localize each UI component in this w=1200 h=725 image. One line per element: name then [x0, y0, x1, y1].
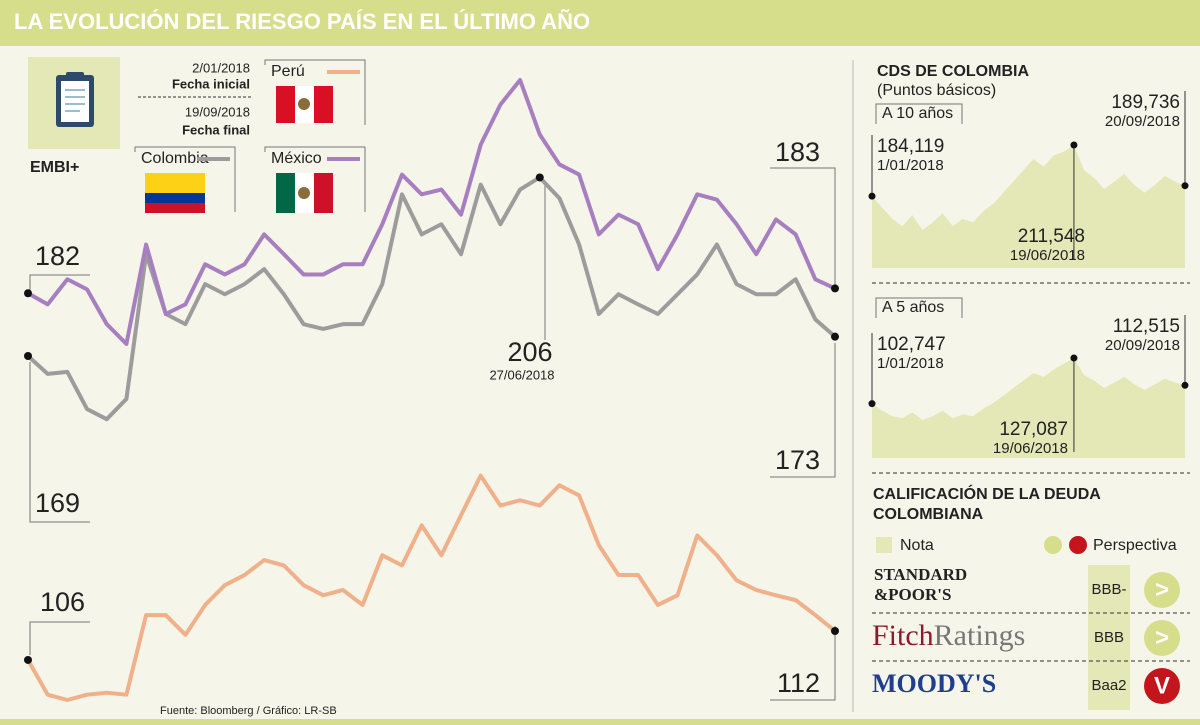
annotation: 27/06/2018 — [489, 367, 554, 382]
start-label: Fecha inicial — [172, 76, 250, 91]
legend-label: México — [271, 150, 322, 167]
series-line — [26, 175, 837, 422]
flag-colombia — [145, 173, 205, 213]
ratings-title: CALIFICACIÓN DE LA DEUDA — [873, 484, 1101, 503]
index-name: EMBI+ — [30, 159, 79, 176]
panel-title: A 10 años — [882, 105, 953, 122]
clipboard-lines — [65, 89, 85, 112]
date-label: 1/01/2018 — [877, 355, 944, 372]
area — [872, 358, 1185, 458]
outlook: V — [1154, 672, 1170, 699]
agency-name: STANDARD — [874, 565, 967, 584]
box-bracket — [875, 297, 963, 318]
point-marker — [868, 400, 876, 408]
data-label: 102,747 — [877, 334, 946, 355]
note-column — [1088, 565, 1130, 710]
legend-box — [264, 59, 366, 125]
outlook-legend-dot — [1069, 536, 1087, 554]
data-label: 112,515 — [1113, 316, 1180, 337]
legend-box — [134, 146, 236, 212]
rating: Baa2 — [1091, 677, 1126, 694]
data-label: 182 — [35, 241, 80, 271]
outlook-dot — [1144, 668, 1180, 704]
outlook: > — [1155, 576, 1169, 603]
agency-name: &POOR'S — [874, 585, 951, 604]
outlook-dot — [1144, 572, 1180, 608]
ratings-title: COLOMBIANA — [873, 506, 984, 523]
source: Fuente: Bloomberg / Gráfico: LR-SB — [160, 705, 337, 717]
annotation-leaders — [29, 167, 836, 701]
clipboard-clip — [66, 72, 84, 79]
title-bar — [0, 0, 1200, 46]
data-label: 112 — [777, 668, 820, 698]
point-marker — [24, 351, 32, 360]
date-label: 19/06/2018 — [993, 440, 1068, 457]
outlook-dot — [1144, 620, 1180, 656]
data-label: 183 — [775, 137, 820, 167]
start-date: 2/01/2018 — [192, 60, 250, 75]
legend-label: Perú — [271, 63, 305, 80]
agency-name: FitchRatings — [872, 619, 1025, 652]
data-label: 206 — [507, 337, 552, 367]
point-marker — [1181, 381, 1189, 389]
legend-box — [264, 146, 366, 212]
data-label: 189,736 — [1111, 92, 1180, 113]
point-marker — [1181, 182, 1189, 190]
series-line — [26, 473, 837, 702]
flag-peru — [276, 86, 333, 123]
point-marker — [1070, 141, 1078, 149]
note-legend-swatch — [876, 537, 892, 553]
date-label: 19/06/2018 — [1010, 247, 1085, 264]
point-marker — [1070, 354, 1078, 362]
point-marker — [831, 332, 839, 341]
flag-mexico — [276, 173, 333, 213]
legend-label: Perspectiva — [1093, 537, 1177, 554]
data-label: 127,087 — [999, 419, 1068, 440]
agency-name-part: Ratings — [934, 619, 1026, 652]
point-marker — [24, 655, 32, 664]
data-label: 211,548 — [1018, 226, 1085, 247]
point-marker — [868, 192, 876, 200]
legend-label: Nota — [900, 537, 934, 554]
point-marker — [831, 627, 839, 636]
agency-name: MOODY'S — [872, 669, 996, 698]
bottom-bar — [0, 719, 1200, 725]
legend-label: Colombia — [141, 150, 209, 167]
date-label: 1/01/2018 — [877, 157, 944, 174]
end-date: 19/09/2018 — [185, 104, 250, 119]
outlook: > — [1155, 624, 1169, 651]
outlook-legend-dot — [1044, 536, 1062, 554]
panel-title: A 5 años — [882, 299, 944, 316]
data-label: 106 — [40, 587, 85, 617]
point-marker — [535, 173, 544, 182]
rating: BBB — [1094, 629, 1124, 646]
agency-name-part: MOODY'S — [872, 669, 996, 698]
cds-title: CDS DE COLOMBIA — [877, 63, 1029, 80]
title: LA EVOLUCIÓN DEL RIESGO PAÍS EN EL ÚLTIM… — [14, 9, 590, 34]
series-line — [27, 78, 836, 346]
end-label: Fecha final — [182, 122, 250, 137]
data-label: 184,119 — [877, 136, 944, 157]
date-label: 20/09/2018 — [1105, 337, 1180, 354]
rating: BBB- — [1091, 581, 1126, 598]
clipboard-paper — [61, 81, 89, 122]
point-marker — [831, 284, 839, 293]
area — [872, 145, 1185, 268]
point-marker — [24, 289, 32, 298]
cds-subtitle: (Puntos básicos) — [877, 82, 996, 99]
agency-name-part: Fitch — [872, 619, 934, 652]
data-label: 173 — [775, 445, 820, 475]
date-label: 20/09/2018 — [1105, 113, 1180, 130]
data-label: 169 — [35, 488, 80, 518]
box-bracket — [875, 103, 963, 124]
